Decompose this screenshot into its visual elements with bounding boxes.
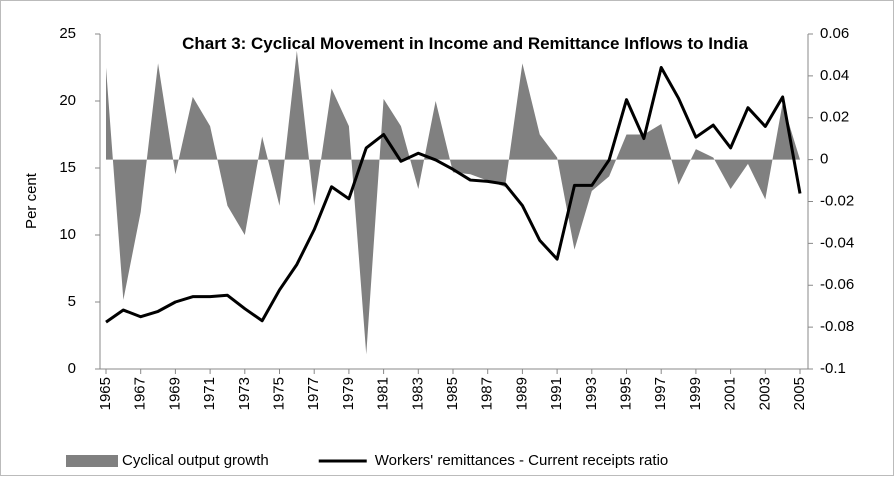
- x-tick-label: 1965: [97, 377, 114, 410]
- x-tick-label: 1967: [132, 377, 149, 410]
- legend-label: Workers' remittances - Current receipts …: [375, 452, 669, 469]
- x-tick-label: 1991: [548, 377, 565, 410]
- y-tick-label: 0: [68, 360, 76, 377]
- x-tick-label: 2001: [722, 377, 739, 410]
- x-tick-label: 1989: [513, 377, 530, 410]
- y2-tick-label: 0.02: [820, 109, 849, 126]
- y-tick-label: 25: [59, 25, 76, 42]
- x-tick-label: 1979: [340, 377, 357, 410]
- y2-tick-label: 0.06: [820, 25, 849, 42]
- y2-tick-label: -0.02: [820, 192, 854, 209]
- y2-tick-label: -0.06: [820, 276, 854, 293]
- area: [106, 50, 800, 355]
- legend-swatch: [66, 455, 118, 467]
- x-tick-label: 1969: [166, 377, 183, 410]
- x-tick-label: 1973: [236, 377, 253, 410]
- y2-tick-label: -0.08: [820, 318, 854, 335]
- x-tick-label: 2005: [791, 377, 808, 410]
- x-tick-label: 1999: [687, 377, 704, 410]
- y2-tick-label: -0.1: [820, 360, 846, 377]
- x-tick-label: 1993: [583, 377, 600, 410]
- y2-tick-label: 0.04: [820, 67, 849, 84]
- y2-tick-label: -0.04: [820, 234, 854, 251]
- x-tick-label: 1985: [444, 377, 461, 410]
- x-tick-label: 1981: [375, 377, 392, 410]
- y2-tick-label: 0: [820, 151, 828, 168]
- plot: 0 5 10 15 20 25 -0.1 -0.08 -0.06 -0.04 -0.02 0 0.02 0…: [59, 25, 854, 410]
- x-tick-label: 1977: [305, 377, 322, 410]
- legend-label: Cyclical output growth: [122, 452, 269, 469]
- x-tick-label: 1975: [270, 377, 287, 410]
- x-tick-label: 1997: [652, 377, 669, 410]
- x-tick-label: 1983: [409, 377, 426, 410]
- x-tick-label: 1995: [617, 377, 634, 410]
- x-tick-label: 2003: [756, 377, 773, 410]
- y-tick-label: 15: [59, 159, 76, 176]
- x-tick-label: 1987: [479, 377, 496, 410]
- line: [105, 66, 802, 324]
- y-tick-label: 10: [59, 226, 76, 243]
- chart-title: Chart 3: Cyclical Movement in Income and…: [182, 34, 748, 53]
- y-tick-label: 5: [68, 293, 76, 310]
- y-axis-label: Per cent: [23, 172, 40, 229]
- x-tick-label: 1971: [201, 377, 218, 410]
- y-tick-label: 20: [59, 92, 76, 109]
